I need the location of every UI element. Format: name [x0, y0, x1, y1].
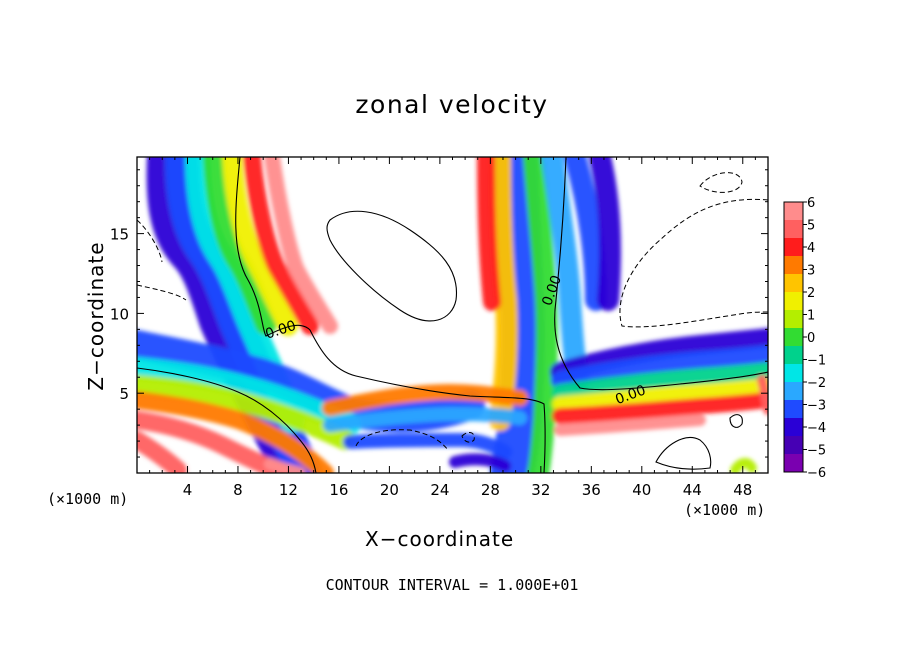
- field-band: [757, 375, 768, 415]
- dashed-contour: [137, 219, 163, 263]
- y-tick-label: 15: [110, 226, 129, 244]
- x-tick-label: 24: [430, 481, 449, 499]
- x-unit-label-left: (×1000 m): [47, 490, 129, 508]
- field-band: [323, 407, 527, 432]
- field-band: [137, 357, 361, 435]
- field-band: [243, 157, 319, 335]
- dashed-contour: [137, 284, 187, 301]
- field-band: [137, 431, 187, 473]
- colorbar-tick-label: 6: [807, 196, 815, 211]
- colorbar: 6 5 4 3 2 1 0 −1 −2 −3 −4 −5 −6: [783, 196, 826, 481]
- solid-contour: [729, 414, 743, 428]
- field-band: [541, 157, 589, 391]
- x-tick-label: 12: [279, 481, 298, 499]
- colorbar-swatch: [784, 202, 803, 221]
- field-band: [564, 157, 607, 311]
- colorbar-swatch: [784, 328, 803, 347]
- colorbar-tick-label: 5: [807, 219, 815, 234]
- x-tick-label: 40: [632, 481, 651, 499]
- y-axis-label: Z−coordinate: [84, 241, 108, 391]
- colorbar-tick-label: −3: [807, 399, 826, 414]
- x-tick-label: 20: [380, 481, 399, 499]
- solid-contour: [655, 437, 712, 470]
- y-tick-label: 5: [119, 385, 129, 403]
- field-band: [264, 157, 338, 334]
- x-tick-label: 44: [683, 481, 702, 499]
- colorbar-swatch: [784, 256, 803, 275]
- field-band: [449, 453, 511, 472]
- x-tick-label: 16: [329, 481, 348, 499]
- colorbar-tick-label: −6: [807, 466, 826, 481]
- field-band: [322, 384, 528, 416]
- colorbar-tick-label: 1: [807, 309, 815, 324]
- field-band: [343, 433, 512, 459]
- field-band: [489, 157, 518, 431]
- y-tick-label: 10: [110, 305, 129, 323]
- field-band: [589, 157, 621, 311]
- colorbar-swatch: [784, 346, 803, 365]
- field-band: [137, 391, 334, 473]
- x-tick-label: 32: [531, 481, 550, 499]
- x-axis-ticks: 4 8 12 16 20 24 28 32 36 40 44 48: [149, 157, 756, 499]
- field-band: [490, 157, 545, 473]
- colorbar-swatch: [784, 454, 803, 473]
- dashed-contour: [461, 432, 475, 443]
- colorbar-swatch: [784, 382, 803, 401]
- colorbar-tick-label: −4: [807, 421, 826, 436]
- colorbar-swatch: [784, 238, 803, 257]
- y-axis-ticks: 5 10 15: [110, 169, 768, 458]
- field-band: [551, 345, 768, 389]
- colorbar-tick-label: 4: [807, 241, 815, 256]
- x-tick-label: 28: [481, 481, 500, 499]
- x-tick-label: 36: [582, 481, 601, 499]
- field-band: [222, 157, 298, 336]
- solid-contour: [326, 210, 458, 322]
- colorbar-swatch: [784, 400, 803, 419]
- x-tick-label: 8: [233, 481, 243, 499]
- field-band: [554, 414, 706, 436]
- field-band: [552, 392, 768, 424]
- field-band: [137, 375, 355, 450]
- x-tick-label: 48: [733, 481, 752, 499]
- dashed-contour: [355, 429, 449, 451]
- contour-lines: [137, 157, 768, 473]
- colorbar-swatch: [784, 310, 803, 329]
- dashed-contour: [699, 172, 743, 193]
- field-band: [550, 328, 768, 382]
- colorbar-tick-label: −1: [807, 354, 826, 369]
- colorbar-swatch: [784, 220, 803, 239]
- colorbar-tick-label: −5: [807, 444, 826, 459]
- field-band: [730, 458, 757, 473]
- x-unit-label-right: (×1000 m): [684, 501, 766, 519]
- dashed-contour: [619, 198, 768, 328]
- field-band: [477, 157, 501, 311]
- colorbar-swatch: [784, 292, 803, 311]
- x-axis-label: X−coordinate: [365, 527, 515, 551]
- colorbar-swatch: [784, 436, 803, 455]
- colorbar-swatch: [784, 418, 803, 437]
- field-band: [523, 157, 558, 473]
- solid-contour: [554, 157, 768, 391]
- velocity-field: [137, 157, 768, 473]
- solid-contour: [235, 157, 546, 473]
- colorbar-swatch: [784, 364, 803, 383]
- solid-contour: [137, 367, 317, 473]
- colorbar-tick-label: −2: [807, 376, 826, 391]
- field-band: [552, 362, 768, 400]
- field-band: [552, 378, 768, 412]
- colorbar-swatch: [784, 274, 803, 293]
- colorbar-tick-label: 3: [807, 264, 815, 279]
- contour-interval-note: CONTOUR INTERVAL = 1.000E+01: [325, 576, 579, 594]
- field-band: [264, 458, 306, 473]
- x-tick-label: 4: [183, 481, 193, 499]
- colorbar-tick-label: 2: [807, 286, 815, 301]
- chart-title: zonal velocity: [355, 90, 549, 119]
- colorbar-tick-label: 0: [807, 331, 815, 346]
